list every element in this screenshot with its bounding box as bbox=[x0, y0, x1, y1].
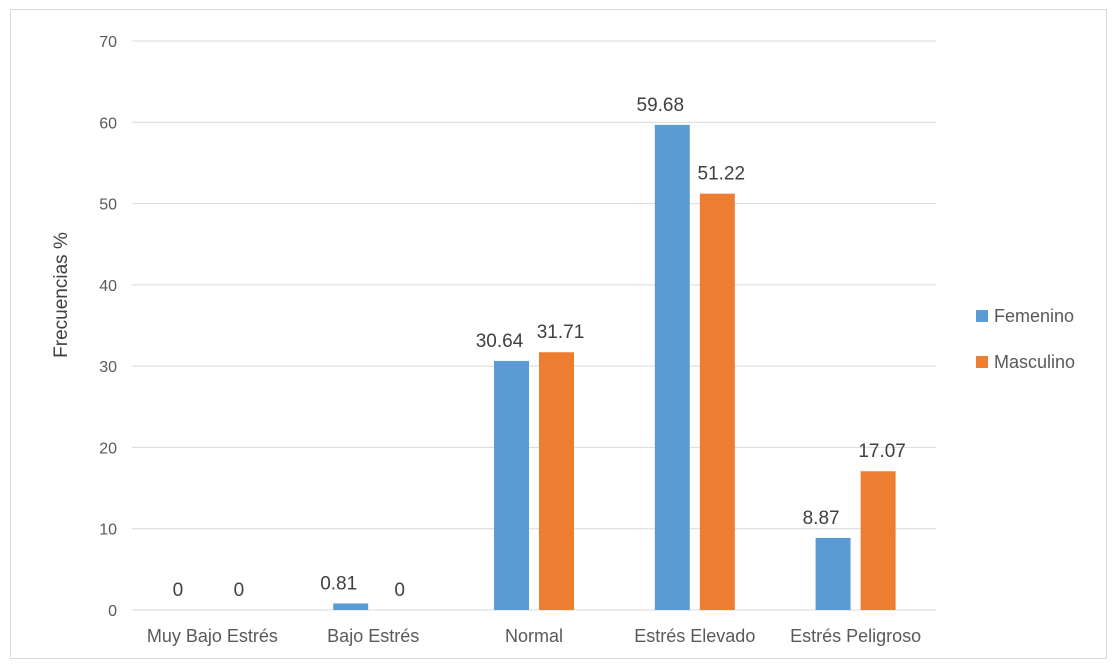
y-tick-label: 10 bbox=[99, 522, 117, 539]
data-label: 59.68 bbox=[637, 95, 685, 116]
bar-masculino bbox=[699, 193, 735, 610]
data-label: 0 bbox=[394, 580, 405, 601]
bar-femenino bbox=[815, 537, 851, 610]
y-axis-ticks: 0 10 20 30 40 50 60 70 bbox=[99, 34, 117, 620]
bar-femenino bbox=[494, 360, 529, 610]
data-labels: 0 0 0.81 0 30.64 31.71 59.68 51.22 8.87 17.07 bbox=[173, 95, 906, 601]
chart-frame: 0 0 0.81 0 30.64 31.71 59.68 51.22 8.87 17.07 0 10… bbox=[10, 9, 1107, 659]
legend-swatch-femenino bbox=[976, 310, 988, 322]
legend: Femenino Masculino bbox=[976, 306, 1075, 372]
x-axis-ticks: Muy Bajo Estrés Bajo Estrés Normal Estrés E… bbox=[147, 626, 921, 646]
bar-femenino bbox=[654, 124, 690, 611]
x-tick-label: Normal bbox=[505, 626, 563, 646]
bar-femenino bbox=[333, 603, 369, 610]
data-label: 31.71 bbox=[537, 322, 585, 343]
legend-swatch-masculino bbox=[976, 356, 988, 368]
data-label: 51.22 bbox=[698, 164, 746, 185]
bar-chart: 0 0 0.81 0 30.64 31.71 59.68 51.22 8.87 17.07 0 10… bbox=[51, 34, 1075, 646]
bars bbox=[333, 124, 896, 611]
x-tick-label: Bajo Estrés bbox=[327, 626, 419, 646]
y-axis-label: Frecuencias % bbox=[51, 232, 72, 358]
y-tick-label: 70 bbox=[99, 34, 117, 51]
x-tick-label: Muy Bajo Estrés bbox=[147, 626, 278, 646]
y-tick-label: 20 bbox=[99, 440, 117, 457]
x-tick-label: Estrés Peligroso bbox=[790, 626, 921, 646]
x-tick-label: Estrés Elevado bbox=[634, 626, 755, 646]
y-tick-label: 0 bbox=[108, 603, 117, 620]
y-tick-label: 30 bbox=[99, 359, 117, 376]
data-label: 17.07 bbox=[858, 441, 906, 462]
legend-label-femenino: Femenino bbox=[994, 306, 1074, 326]
y-tick-label: 50 bbox=[99, 197, 117, 214]
data-label: 8.87 bbox=[803, 508, 840, 529]
data-label: 0.81 bbox=[320, 573, 357, 594]
bar-masculino bbox=[860, 471, 896, 610]
y-tick-label: 40 bbox=[99, 278, 117, 295]
data-label: 0 bbox=[173, 580, 184, 601]
data-label: 0 bbox=[234, 580, 245, 601]
bar-masculino bbox=[539, 352, 574, 610]
legend-label-masculino: Masculino bbox=[994, 352, 1075, 372]
y-tick-label: 60 bbox=[99, 115, 117, 132]
data-label: 30.64 bbox=[476, 331, 524, 352]
gridlines bbox=[132, 40, 936, 611]
